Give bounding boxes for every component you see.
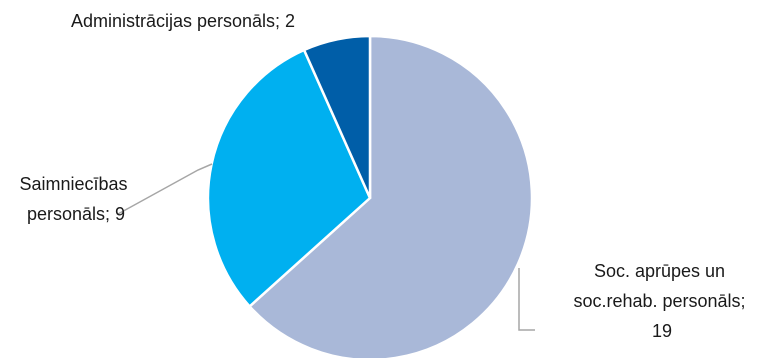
slice-label-administracijas-line-1: Administrācijas personāls; 2 [71,11,295,31]
slice-label-soc-line-3: 19 [652,321,672,341]
pie-slice-soc-aprupes [247,34,534,358]
slice-label-administracijas: Administrācijas personāls; 2 [71,11,295,31]
slice-label-saimniecibas-line-1: Saimniecības [19,174,127,194]
pie-slices [206,34,534,358]
slice-label-soc-aprupes: Soc. aprūpes un soc.rehab. personāls; 19 [573,261,750,341]
leader-line-soc [518,268,535,331]
leader-line-saimniecibas [117,163,213,215]
slice-label-soc-line-1: Soc. aprūpes un [594,261,725,281]
pie-slice-administracijas [302,34,372,199]
leader-lines [117,163,535,331]
slice-label-soc-line-2: soc.rehab. personāls; [573,291,745,311]
slice-label-saimniecibas: Saimniecības personāls; 9 [19,174,132,224]
slice-label-saimniecibas-line-2: personāls; 9 [27,204,125,224]
